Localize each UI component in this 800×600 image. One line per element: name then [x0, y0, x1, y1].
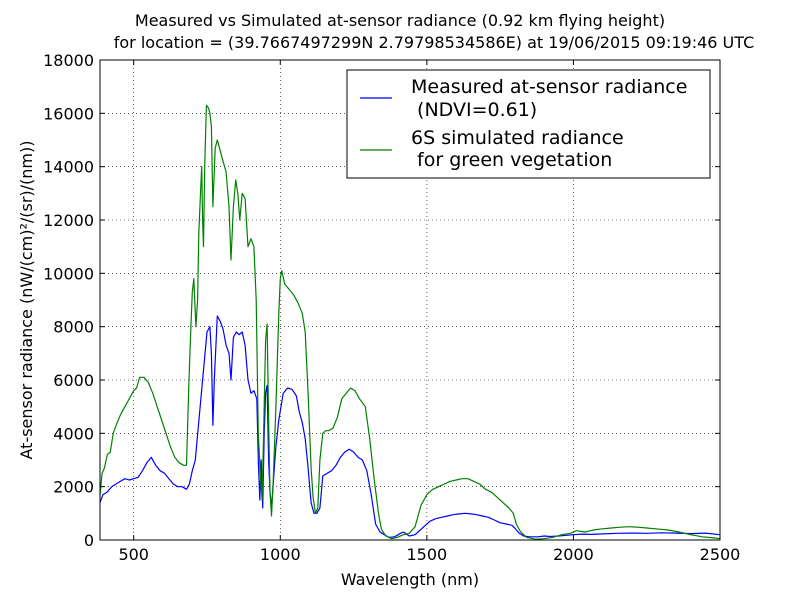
legend-box: [346, 69, 711, 179]
y-tick-label: 18000: [43, 51, 94, 70]
legend-label-simulated-line2: for green vegetation: [411, 149, 612, 171]
legend: Measured at-sensor radiance (NDVI=0.61) …: [346, 69, 711, 179]
x-axis-label: Wavelength (nm): [341, 570, 479, 589]
y-tick-label: 14000: [43, 158, 94, 177]
x-tick-label: 1500: [406, 545, 447, 564]
y-tick-label: 16000: [43, 104, 94, 123]
legend-label-measured: Measured at-sensor radiance: [411, 76, 687, 98]
x-tick-label: 2000: [553, 545, 594, 564]
x-tick-label: 500: [118, 545, 149, 564]
series-line-measured: [99, 315, 721, 538]
series-layer: [99, 104, 721, 540]
legend-label-simulated: 6S simulated radiance: [411, 127, 624, 149]
y-tick-label: 4000: [53, 424, 94, 443]
chart-title-line2: for location = (39.7667497299N 2.7979853…: [114, 33, 755, 52]
x-tick-label: 2500: [700, 545, 741, 564]
y-tick-label: 8000: [53, 318, 94, 337]
legend-label-measured-line2: (NDVI=0.61): [411, 99, 537, 121]
axis-ticks: 500 1000 1500 2000 2500 0 2000 4000 6000 8000 1000…: [43, 51, 740, 564]
y-axis-label: At-sensor radiance (nW/(cm)²/(sr)/(nm)): [17, 141, 36, 460]
y-tick-label: 10000: [43, 264, 94, 283]
y-tick-label: 6000: [53, 371, 94, 390]
x-tick-label: 1000: [260, 545, 301, 564]
y-tick-label: 12000: [43, 211, 94, 230]
chart-title-line1: Measured vs Simulated at-sensor radiance…: [135, 11, 665, 30]
y-tick-label: 0: [84, 531, 94, 550]
y-tick-label: 2000: [53, 478, 94, 497]
plot-frame: [99, 59, 721, 541]
series-line-simulated: [99, 104, 721, 540]
